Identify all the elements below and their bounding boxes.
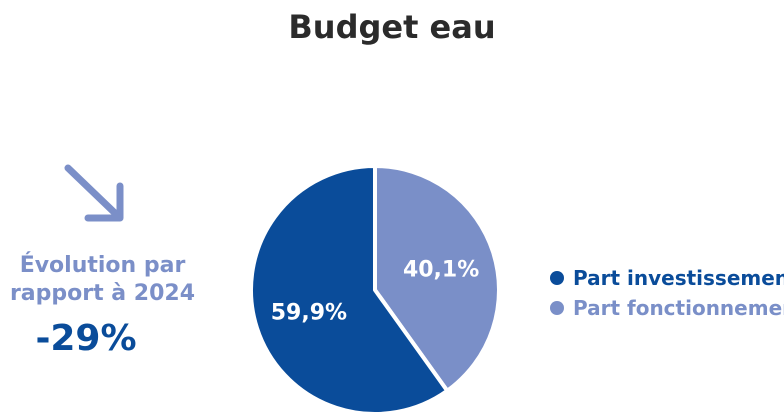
slice-label-fonctionnement: 40,1% — [403, 258, 479, 283]
legend-label: Part fonctionnement — [573, 296, 784, 320]
evolution-label-line1: Évolution par — [19, 253, 186, 278]
pie-slice-investissement — [249, 164, 450, 414]
pie-slice-fonctionnement — [373, 164, 501, 393]
legend-item-fonctionnement: Part fonctionnement — [550, 293, 784, 323]
chart-title: Budget eau — [288, 8, 496, 46]
legend-label: Part investissement — [573, 266, 784, 290]
arrow-down-right-icon — [64, 164, 124, 222]
slice-label-investissement: 59,9% — [271, 300, 347, 325]
legend-swatch — [550, 271, 564, 285]
evolution-value: -29% — [35, 318, 137, 359]
evolution-label-line2: rapport à 2024 — [9, 281, 196, 306]
legend-item-investissement: Part investissement — [550, 263, 784, 293]
evolution-label: Évolution par rapport à 2024 — [0, 252, 205, 308]
legend-swatch — [550, 301, 564, 315]
legend: Part investissement Part fonctionnement — [550, 263, 784, 323]
